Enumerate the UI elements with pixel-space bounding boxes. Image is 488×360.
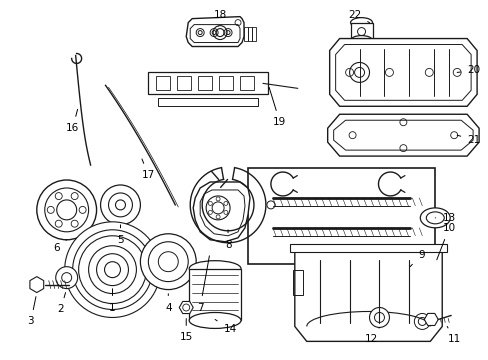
Bar <box>240 76 253 90</box>
Bar <box>189 269 241 320</box>
Bar <box>156 76 170 90</box>
Bar <box>177 76 191 90</box>
Circle shape <box>158 252 178 272</box>
Bar <box>247 168 434 264</box>
Circle shape <box>61 273 72 283</box>
Circle shape <box>140 234 196 289</box>
Polygon shape <box>294 250 441 341</box>
Text: 8: 8 <box>224 230 231 250</box>
Bar <box>350 23 372 41</box>
Text: 22: 22 <box>347 10 369 23</box>
Text: 6: 6 <box>53 240 66 253</box>
Circle shape <box>101 185 140 225</box>
Circle shape <box>115 200 125 210</box>
Text: 2: 2 <box>57 293 65 315</box>
Text: 5: 5 <box>117 225 123 245</box>
Circle shape <box>45 188 88 232</box>
Circle shape <box>104 262 120 278</box>
Text: 19: 19 <box>268 87 286 127</box>
Ellipse shape <box>426 212 443 224</box>
Polygon shape <box>186 17 244 46</box>
Bar <box>289 244 447 252</box>
Circle shape <box>73 230 152 310</box>
Bar <box>247 27 251 41</box>
Bar <box>219 76 233 90</box>
Circle shape <box>56 267 78 289</box>
Text: 10: 10 <box>436 223 455 260</box>
Circle shape <box>79 236 146 303</box>
Ellipse shape <box>189 312 241 328</box>
Circle shape <box>64 222 160 318</box>
Text: 20: 20 <box>456 66 480 76</box>
Text: 21: 21 <box>456 135 480 145</box>
Text: 18: 18 <box>213 10 226 27</box>
Circle shape <box>148 242 188 282</box>
Polygon shape <box>424 314 437 325</box>
Bar <box>244 27 247 41</box>
Bar <box>148 72 267 94</box>
Circle shape <box>57 200 77 220</box>
Polygon shape <box>30 276 43 293</box>
Text: 11: 11 <box>447 327 460 345</box>
Polygon shape <box>179 301 193 314</box>
Text: 17: 17 <box>142 159 155 180</box>
Text: 15: 15 <box>179 319 192 342</box>
Text: 16: 16 <box>66 109 79 133</box>
Ellipse shape <box>350 18 372 28</box>
Ellipse shape <box>350 36 372 45</box>
Bar <box>251 27 255 41</box>
Ellipse shape <box>189 261 241 276</box>
Circle shape <box>88 246 136 293</box>
Bar <box>198 76 212 90</box>
Ellipse shape <box>420 208 449 228</box>
Bar <box>158 98 258 106</box>
Bar <box>292 270 302 294</box>
Text: 13: 13 <box>434 213 455 223</box>
Text: 12: 12 <box>364 328 379 345</box>
Polygon shape <box>193 182 249 242</box>
Circle shape <box>108 193 132 217</box>
Circle shape <box>96 254 128 285</box>
Text: 1: 1 <box>109 289 116 312</box>
Circle shape <box>37 180 96 240</box>
Text: 4: 4 <box>164 294 171 312</box>
Text: 9: 9 <box>409 250 424 267</box>
Text: 7: 7 <box>197 256 209 312</box>
Polygon shape <box>329 39 476 106</box>
Text: 14: 14 <box>215 319 236 334</box>
Text: 3: 3 <box>27 297 36 327</box>
Polygon shape <box>327 114 478 156</box>
Circle shape <box>374 312 384 323</box>
Circle shape <box>369 307 388 328</box>
